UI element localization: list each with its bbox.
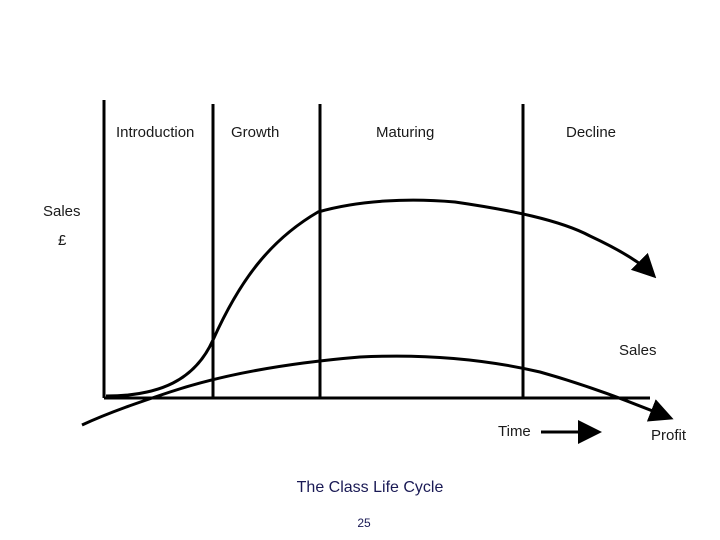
stage-label-maturing: Maturing [376, 124, 435, 141]
profit-curve-label: Profit [651, 427, 687, 444]
stage-label-growth: Growth [231, 124, 280, 141]
sales-curve [105, 198, 657, 398]
sales-curve-label: Sales [619, 342, 657, 359]
diagram-title: The Class Life Cycle [296, 479, 444, 496]
x-axis-label: Time [498, 423, 531, 440]
stage-label-introduction: Introduction [116, 124, 195, 141]
stage-label-decline: Decline [566, 124, 617, 141]
y-axis-label: Sales [43, 203, 81, 220]
page-number: 25 [357, 516, 371, 530]
profit-curve [81, 354, 674, 427]
y-axis-unit: £ [58, 232, 67, 249]
